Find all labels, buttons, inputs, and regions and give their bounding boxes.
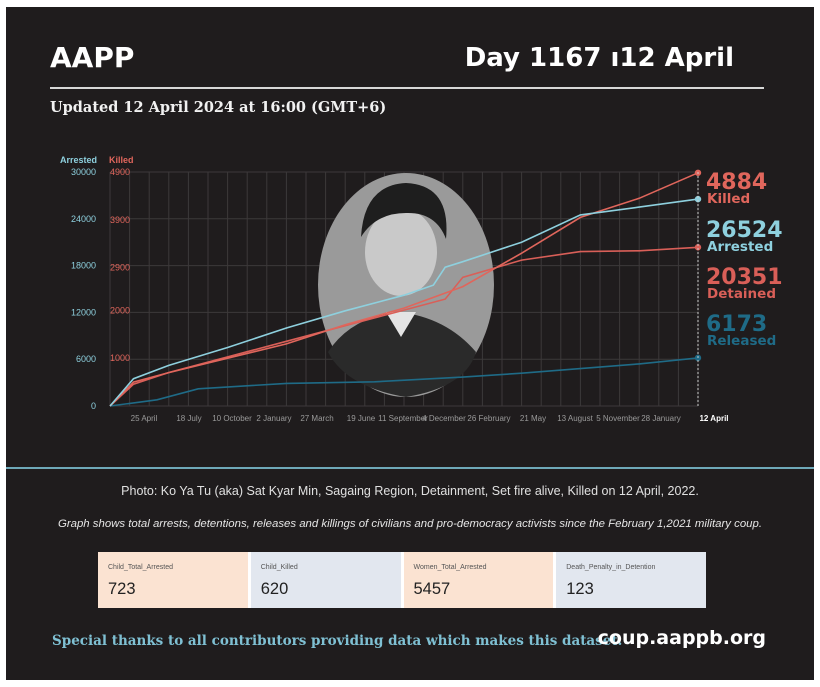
x-tick-label: 13 August: [557, 414, 593, 423]
final-label-released: Released: [707, 333, 776, 349]
right-axis-title: Killed: [109, 155, 134, 165]
x-tick-label: 26 February: [467, 414, 510, 423]
x-tick-label: 10 October: [212, 414, 252, 423]
right-tick-label: 1000: [110, 353, 130, 363]
thanks-text: Special thanks to all contributors provi…: [52, 633, 623, 649]
left-tick-label: 30000: [71, 167, 96, 177]
stats-panel: Child_Total_Arrested 723 Child_Killed 62…: [98, 552, 706, 608]
final-value-detained: 20351: [706, 265, 783, 290]
final-value-arrested: 26524: [706, 218, 783, 243]
stat-value: 5457: [413, 580, 451, 598]
left-tick-label: 6000: [76, 354, 96, 364]
portrait-face: [365, 208, 437, 296]
updated-timestamp: Updated 12 April 2024 at 16:00 (GMT+6): [50, 99, 387, 116]
series-endpoint-detained: [694, 244, 702, 251]
right-tick-label: 3900: [110, 215, 130, 225]
infographic-frame: AAPP Day 1167 ı12 April Updated 12 April…: [6, 7, 814, 680]
final-label-arrested: Arrested: [707, 239, 773, 255]
x-tick-label: 21 May: [520, 414, 546, 423]
x-tick-label: 11 September: [378, 414, 428, 423]
stat-women-total-arrested: Women_Total_Arrested 5457: [403, 552, 557, 608]
stat-value: 620: [260, 580, 289, 598]
left-tick-label: 18000: [71, 261, 96, 271]
x-tick-label: 2 January: [256, 414, 291, 423]
portrait-photo: [318, 173, 494, 397]
left-tick-label: 0: [91, 401, 96, 411]
series-line-released: [109, 357, 699, 407]
x-end-label: 12 April: [699, 414, 728, 423]
stat-child-total-arrested: Child_Total_Arrested 723: [98, 552, 251, 608]
stat-label: Child_Total_Arrested: [108, 564, 173, 571]
cumulative-chart: Arrested Killed 0 6000 12000 18000 24000 30000 1…: [60, 155, 783, 423]
final-value-killed: 4884: [706, 170, 767, 195]
portrait-shirt: [386, 312, 416, 337]
photo-caption: Photo: Ko Ya Tu (aka) Sat Kyar Min, Saga…: [121, 484, 699, 498]
portrait-jacket: [328, 312, 476, 397]
final-label-detained: Detained: [707, 286, 776, 302]
right-tick-label: 2000: [110, 305, 130, 315]
series-endpoint-arrested: [694, 195, 702, 203]
x-tick-label: 27 March: [300, 414, 333, 423]
stat-label: Women_Total_Arrested: [413, 564, 487, 571]
left-tick-label: 12000: [71, 307, 96, 317]
stat-value: 123: [566, 580, 594, 598]
site-link[interactable]: coup.aappb.org: [597, 627, 766, 649]
x-tick-label: 18 July: [176, 414, 201, 423]
graph-note: Graph shows total arrests, detentions, r…: [57, 518, 763, 530]
stat-death-penalty: Death_Penalty_in_Detention 123: [556, 552, 706, 608]
header-divider: [50, 87, 764, 89]
portrait-hair: [361, 183, 447, 239]
x-tick-label: 5 November: [596, 414, 640, 423]
left-tick-label: 24000: [71, 214, 96, 224]
final-label-killed: Killed: [707, 191, 750, 207]
stat-label: Child_Killed: [260, 564, 298, 571]
x-tick-label: 25 April: [131, 414, 158, 423]
x-tick-label: 4 December: [422, 414, 466, 423]
x-tick-label: 28 January: [641, 414, 681, 423]
brand-title: AAPP: [50, 41, 135, 74]
day-label: Day 1167 ı12 April: [464, 43, 734, 73]
stat-label: Death_Penalty_in_Detention: [566, 564, 656, 571]
stat-child-killed: Child_Killed 620: [250, 552, 404, 608]
section-divider: [6, 467, 814, 469]
stat-value: 723: [108, 580, 136, 598]
series-line-arrested: [109, 198, 699, 407]
final-value-released: 6173: [706, 312, 767, 337]
x-tick-label: 19 June: [347, 414, 376, 423]
left-axis-title: Arrested: [60, 155, 97, 165]
right-tick-label: 2900: [110, 263, 130, 273]
right-tick-label: 4900: [110, 167, 130, 177]
